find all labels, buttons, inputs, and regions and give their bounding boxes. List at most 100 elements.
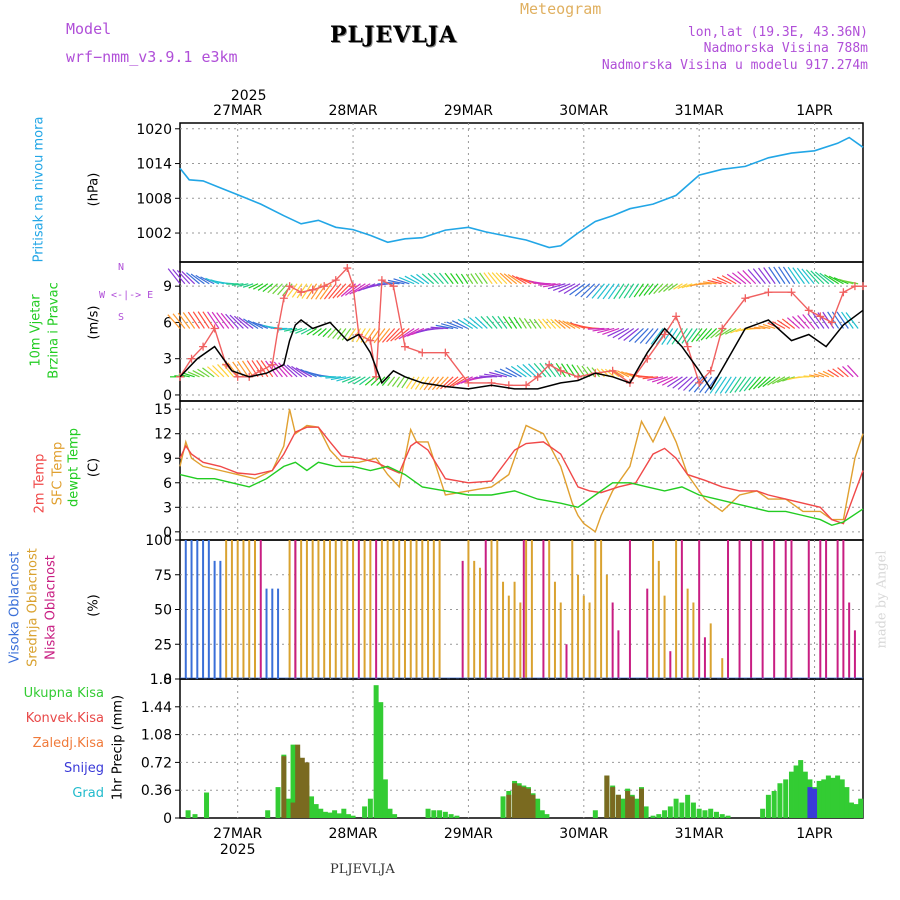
- total-rain-bar: [290, 744, 296, 818]
- wind-barb: [242, 283, 254, 288]
- wind-barb: [772, 376, 786, 385]
- wind-barb: [320, 375, 337, 378]
- total-rain-bar: [685, 794, 691, 818]
- wind-barb: [617, 327, 635, 340]
- ytick-label-2-4: 3: [163, 500, 172, 516]
- total-rain-bar: [425, 808, 431, 818]
- wind-barb: [709, 376, 723, 394]
- wind-barb: [247, 319, 264, 330]
- footer-station: PLJEVLJA: [330, 862, 395, 877]
- legend-convective-rain: Konvek.Kisa: [25, 711, 104, 726]
- wind-barb: [451, 320, 469, 330]
- model-label: Model: [66, 20, 112, 38]
- legend-total-rain: Ukupna Kisa: [23, 686, 104, 701]
- wind-barb: [295, 367, 313, 378]
- total-rain-bar: [719, 814, 725, 818]
- convective-rain-bar: [512, 783, 518, 818]
- gust-marker: [859, 282, 867, 291]
- wind-barb: [237, 283, 249, 287]
- wind-barb: [533, 318, 542, 329]
- gust-marker: [683, 342, 692, 351]
- wind-barb: [747, 269, 762, 285]
- wind-barb: [296, 283, 308, 299]
- wind-barb: [650, 328, 664, 345]
- wind-barb: [225, 313, 239, 329]
- convective-rain-bar: [516, 785, 522, 818]
- total-rain-bar: [835, 775, 841, 818]
- total-rain-bar: [783, 779, 789, 818]
- wind-barb: [349, 283, 366, 295]
- total-rain-bar: [853, 804, 859, 818]
- wind-barb: [841, 311, 854, 329]
- wind-compass-arrow: W <-|-> E: [99, 290, 154, 301]
- gust-marker: [285, 282, 294, 291]
- wind-barb: [607, 327, 625, 337]
- ytick-label-3-0: 100: [145, 533, 172, 549]
- xtick-top-2: 29MAR: [444, 103, 493, 119]
- wind-barb: [613, 283, 625, 300]
- wind-barb: [282, 363, 298, 378]
- wind-barb: [523, 318, 532, 329]
- total-rain-bar: [285, 798, 291, 818]
- wind-barb: [370, 376, 381, 386]
- wind-barb: [661, 376, 678, 386]
- gust-marker: [274, 324, 283, 333]
- gust-marker: [418, 348, 427, 357]
- wind-barb: [257, 283, 269, 291]
- gust-marker: [366, 336, 375, 345]
- wind-barb: [574, 283, 591, 297]
- wind-barb: [470, 273, 479, 285]
- wind-barb: [576, 364, 586, 378]
- wind-barb: [638, 283, 649, 297]
- wind-barb: [319, 283, 332, 300]
- wind-barb: [328, 283, 342, 300]
- gust-marker: [297, 288, 306, 297]
- convective-rain-bar: [638, 788, 644, 818]
- model-value: wrf−nmm_v3.9.1 e3km: [66, 48, 238, 66]
- wind-barb: [474, 272, 483, 285]
- wind-barb: [283, 327, 298, 332]
- wind-barb: [381, 376, 391, 386]
- wind-barb: [832, 368, 844, 378]
- gust-marker: [331, 276, 340, 285]
- wind-barb: [211, 311, 225, 329]
- wind-barb: [373, 328, 386, 344]
- sfc-temp-line: [179, 409, 864, 533]
- wind-barb: [486, 315, 498, 329]
- wind-barb: [587, 327, 605, 330]
- wind-barb: [172, 313, 186, 329]
- wind-barb: [220, 312, 235, 329]
- wind-barb: [623, 328, 639, 341]
- wind-barb: [591, 283, 605, 299]
- wind-barb: [714, 376, 727, 394]
- wind-barb: [656, 376, 673, 385]
- wind-barb: [752, 268, 766, 285]
- ytick-label-0-2: 1008: [136, 191, 172, 207]
- wind-barb: [300, 327, 313, 335]
- wind-barb: [332, 283, 347, 299]
- wind-barb: [737, 271, 752, 285]
- wind-barb: [720, 327, 732, 336]
- ytick-label-3-1: 75: [154, 568, 172, 584]
- wind-barb: [807, 313, 820, 329]
- total-rain-bar: [848, 802, 854, 818]
- wind-barb: [474, 316, 488, 329]
- wind-barb: [243, 318, 259, 329]
- total-rain-bar: [204, 792, 210, 818]
- wind-barb: [446, 321, 464, 330]
- wind-barb: [195, 274, 210, 285]
- total-rain-bar: [544, 814, 550, 818]
- wind-barb: [332, 328, 342, 339]
- wind-barb: [312, 328, 322, 336]
- wind-barb: [278, 327, 293, 331]
- wind-barb: [725, 327, 737, 335]
- wind-barb: [533, 282, 551, 285]
- wind-barb: [602, 283, 615, 300]
- wind-barb: [772, 321, 786, 330]
- xtick-bottom-4: 31MAR: [675, 826, 724, 842]
- wind-barb: [782, 266, 796, 285]
- wind-barb: [707, 279, 722, 285]
- wind-barb: [716, 276, 732, 285]
- wind-barb: [702, 281, 717, 285]
- wind-barb: [562, 320, 576, 329]
